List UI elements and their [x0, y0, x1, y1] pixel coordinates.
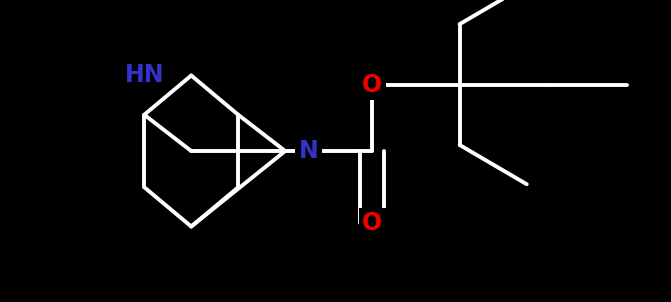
Text: HN: HN — [125, 63, 164, 88]
Text: O: O — [362, 211, 382, 236]
Text: O: O — [362, 72, 382, 97]
Text: N: N — [299, 139, 318, 163]
